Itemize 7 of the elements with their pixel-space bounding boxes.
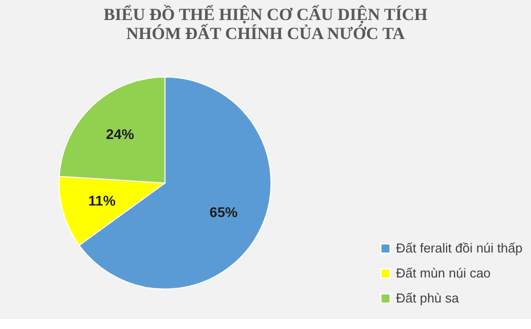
data-label: 65%: [210, 204, 238, 220]
legend-label: Đất feralit đồi núi thấp: [396, 240, 522, 256]
legend-label: Đất phù sa: [396, 290, 460, 306]
data-label: 24%: [106, 126, 135, 142]
data-label: 11%: [88, 192, 116, 208]
legend-label: Đất mùn núi cao: [396, 266, 491, 280]
chart-title: BIỂU ĐỒ THỂ HIỆN CƠ CẤU DIỆN TÍCH NHÓM ĐẤT CHÍNH CỦA NƯỚC TA: [104, 4, 428, 43]
